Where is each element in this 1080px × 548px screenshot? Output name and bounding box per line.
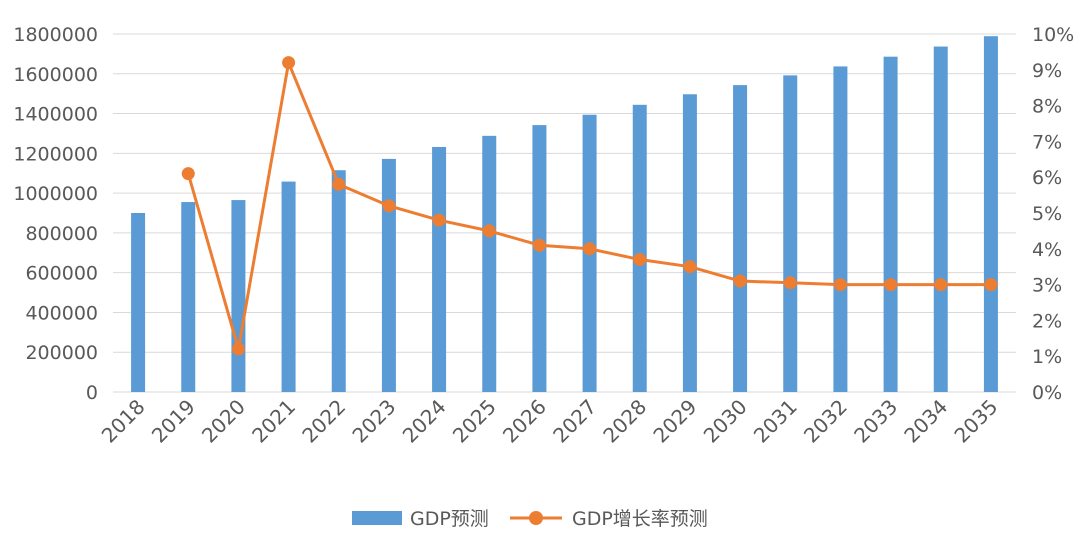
- right-tick-label: 0%: [1032, 382, 1062, 404]
- growth-rate-point: [783, 276, 797, 290]
- x-tick-label: 2025: [448, 395, 501, 448]
- growth-rate-point: [984, 278, 998, 292]
- left-tick-label: 1800000: [13, 24, 98, 46]
- gdp-bar: [632, 104, 647, 392]
- right-tick-label: 8%: [1032, 96, 1062, 118]
- gdp-bar: [231, 200, 246, 392]
- x-tick-label: 2030: [699, 395, 752, 448]
- left-tick-label: 1400000: [13, 104, 98, 126]
- gdp-bar: [933, 46, 948, 392]
- left-tick-label: 1000000: [13, 183, 98, 205]
- growth-rate-point: [884, 278, 898, 292]
- growth-rate-point: [181, 167, 195, 181]
- gdp-bar: [131, 213, 146, 392]
- growth-rate-point: [231, 342, 245, 356]
- gdp-bar: [733, 85, 748, 392]
- growth-rate-point: [332, 177, 346, 191]
- gdp-bar: [482, 135, 497, 392]
- gdp-bar: [833, 66, 848, 393]
- legend-swatch-growth-marker: [529, 511, 543, 525]
- right-tick-label: 10%: [1032, 24, 1074, 46]
- x-tick-label: 2020: [197, 395, 250, 448]
- left-tick-label: 600000: [25, 263, 98, 285]
- gdp-bar: [883, 56, 898, 392]
- growth-rate-point: [382, 199, 396, 213]
- growth-rate-point: [432, 213, 446, 227]
- right-tick-label: 9%: [1032, 60, 1062, 82]
- x-tick-label: 2023: [347, 395, 400, 448]
- x-tick-label: 2022: [297, 395, 350, 448]
- x-tick-label: 2028: [598, 395, 651, 448]
- right-tick-label: 4%: [1032, 239, 1062, 261]
- gdp-bar: [181, 202, 196, 392]
- gdp-bar: [983, 36, 998, 393]
- right-tick-label: 7%: [1032, 131, 1062, 153]
- gdp-bar: [331, 170, 346, 392]
- x-tick-label: 2018: [97, 395, 150, 448]
- gdp-bar: [532, 125, 547, 392]
- growth-rate-point: [934, 278, 948, 292]
- growth-rate-point: [633, 253, 647, 267]
- right-y-axis: 0% 1% 2% 3% 4% 5% 6% 7% 8% 9% 10%: [1032, 24, 1074, 404]
- gdp-bar: [281, 181, 296, 392]
- growth-rate-point: [583, 242, 597, 256]
- x-tick-label: 2027: [548, 395, 601, 448]
- legend-label-gdp: GDP预测: [410, 508, 489, 530]
- legend-label-growth: GDP增长率预测: [572, 508, 708, 530]
- right-tick-label: 1%: [1032, 346, 1062, 368]
- gdp-bar: [381, 158, 396, 392]
- left-y-axis: 0 200000 400000 600000 800000 1000000 1200000 1…: [13, 24, 98, 404]
- x-tick-label: 2021: [247, 395, 300, 448]
- left-tick-label: 400000: [25, 302, 98, 324]
- left-tick-label: 1600000: [13, 64, 98, 86]
- growth-rate-point: [733, 274, 747, 288]
- left-tick-label: 800000: [25, 223, 98, 245]
- gdp-bar: [432, 146, 447, 392]
- x-tick-label: 2026: [498, 395, 551, 448]
- right-tick-label: 2%: [1032, 310, 1062, 332]
- right-tick-label: 5%: [1032, 203, 1062, 225]
- right-tick-label: 6%: [1032, 167, 1062, 189]
- growth-rate-point: [683, 260, 697, 274]
- left-tick-label: 1200000: [13, 143, 98, 165]
- x-tick-label: 2035: [949, 395, 1002, 448]
- left-tick-label: 0: [86, 382, 98, 404]
- growth-rate-point: [282, 56, 296, 70]
- x-tick-label: 2019: [147, 395, 200, 448]
- growth-rate-point: [482, 224, 496, 238]
- legend-swatch-gdp: [352, 511, 402, 525]
- growth-rate-point: [833, 278, 847, 292]
- x-axis: 2018201920202021202220232024202520262027…: [97, 395, 1003, 448]
- x-tick-label: 2031: [749, 395, 802, 448]
- legend: GDP预测 GDP增长率预测: [352, 508, 708, 530]
- gdp-bars: [131, 36, 998, 393]
- right-tick-label: 3%: [1032, 275, 1062, 297]
- x-tick-label: 2032: [799, 395, 852, 448]
- gdp-bar: [783, 75, 798, 392]
- x-tick-label: 2024: [398, 395, 451, 448]
- x-tick-label: 2033: [849, 395, 902, 448]
- gridlines: [113, 33, 1016, 393]
- x-tick-label: 2029: [648, 395, 701, 448]
- left-tick-label: 200000: [25, 342, 98, 364]
- x-tick-label: 2034: [899, 395, 952, 448]
- growth-rate-point: [532, 238, 546, 252]
- growth-rate-line: [181, 56, 998, 356]
- gdp-bar: [682, 94, 697, 392]
